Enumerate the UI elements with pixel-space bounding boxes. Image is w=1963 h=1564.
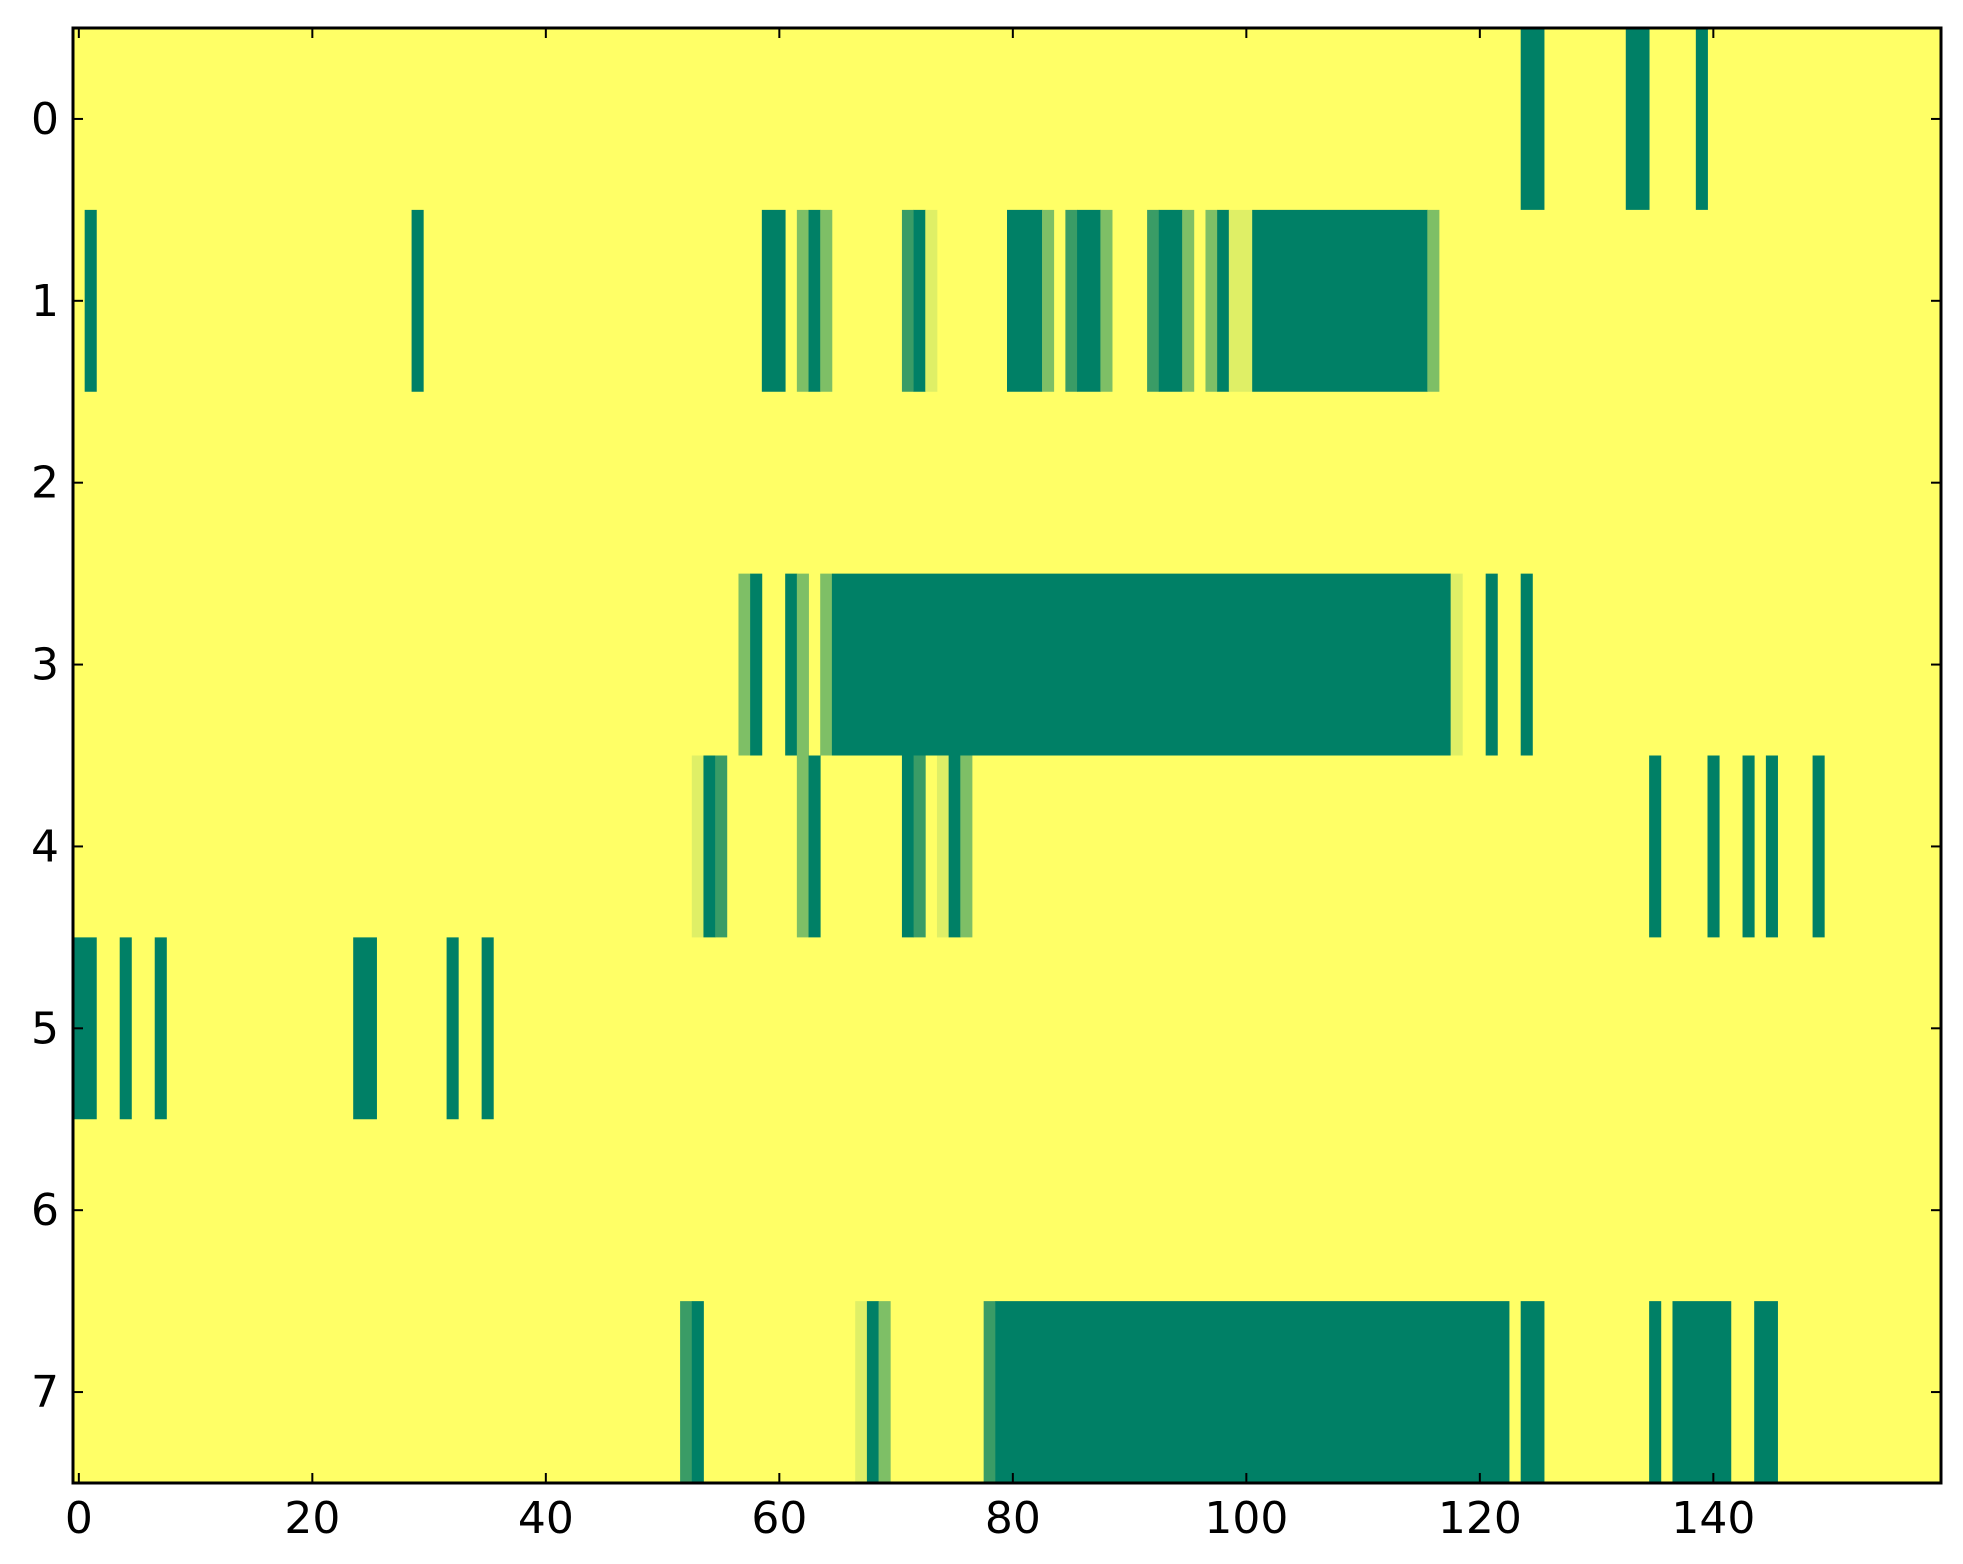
y-tick-label-0: 0 <box>31 94 59 145</box>
y-tick-label-7: 7 <box>31 1367 59 1418</box>
heatmap-cell-row7-5 <box>983 1301 996 1484</box>
heatmap-cell-row5-3 <box>353 937 377 1120</box>
heatmap-cell-row1-17 <box>1205 209 1218 392</box>
heatmap-cell-row7-9 <box>1672 1301 1732 1484</box>
heatmap-cell-row1-19 <box>1228 209 1253 392</box>
axis-tick-labels: 0 20 40 60 80 100 120 140 0 1 2 3 4 5 6 7 <box>31 94 1755 1544</box>
heatmap-cell-row4-14 <box>1812 755 1825 938</box>
heatmap-cell-row1-6 <box>901 209 915 392</box>
heatmap-cell-row4-8 <box>948 755 961 938</box>
heatmap-cell-row5-5 <box>481 937 494 1120</box>
heatmap-cell-row7-2 <box>855 1301 868 1484</box>
x-tick-label-120: 120 <box>1438 1493 1522 1544</box>
axis-ticks <box>73 28 1941 1483</box>
x-tick-label-140: 140 <box>1671 1493 1755 1544</box>
heatmap-cell-row4-12 <box>1742 755 1755 938</box>
heatmap-cell-row5-0 <box>73 937 97 1120</box>
heatmap-cell-row3-8 <box>1520 573 1533 756</box>
heatmap-cell-row7-8 <box>1649 1301 1662 1484</box>
heatmap-cell-row3-5 <box>831 573 1452 756</box>
heatmap-cell-row4-10 <box>1649 755 1662 938</box>
heatmap-cell-row1-11 <box>1065 209 1078 392</box>
y-tick-label-6: 6 <box>31 1185 59 1236</box>
heatmap-cell-row5-1 <box>119 937 132 1120</box>
y-tick-label-3: 3 <box>31 640 59 691</box>
heatmap-cell-row1-2 <box>761 209 786 392</box>
heatmap-cell-row7-4 <box>878 1301 891 1484</box>
heatmap-cell-row3-3 <box>796 573 809 756</box>
heatmap-cell-row7-10 <box>1754 1301 1778 1484</box>
heatmap-cell-row4-5 <box>901 755 915 938</box>
heatmap-cell-row4-2 <box>715 755 728 938</box>
heatmap-cell-row1-21 <box>1427 209 1440 392</box>
heatmap-cell-row3-2 <box>785 573 798 756</box>
heatmap-cell-row5-4 <box>446 937 459 1120</box>
x-tick-label-80: 80 <box>985 1493 1041 1544</box>
heatmap-cell-row4-1 <box>703 755 716 938</box>
heatmap-cell-row1-16 <box>1182 209 1195 392</box>
heatmap-cell-row0-1 <box>1625 28 1650 210</box>
y-tick-label-4: 4 <box>31 821 59 872</box>
heatmap-cell-row4-4 <box>808 755 821 938</box>
heatmap-cell-row1-9 <box>1007 209 1043 392</box>
heatmap-cell-row1-15 <box>1158 209 1183 392</box>
x-tick-label-100: 100 <box>1204 1493 1288 1544</box>
x-tick-label-0: 0 <box>65 1493 93 1544</box>
heatmap-cell-row1-7 <box>913 209 926 392</box>
heatmap-cell-row1-3 <box>796 209 809 392</box>
heatmap-cell-row1-18 <box>1217 209 1230 392</box>
heatmap-cell-row7-7 <box>1520 1301 1545 1484</box>
heatmap-cell-row1-13 <box>1100 209 1113 392</box>
heatmap-cell-row3-1 <box>750 573 763 756</box>
heatmap-cell-row4-3 <box>796 755 809 938</box>
heatmap-cells <box>73 28 1825 1484</box>
heatmap-cell-row1-4 <box>808 209 821 392</box>
heatmap-cell-row1-20 <box>1252 209 1428 392</box>
heatmap-cell-row3-6 <box>1450 573 1463 756</box>
y-tick-label-1: 1 <box>31 276 59 327</box>
heatmap-cell-row7-0 <box>680 1301 693 1484</box>
y-tick-label-5: 5 <box>31 1003 59 1054</box>
heatmap-cell-row7-6 <box>995 1301 1510 1484</box>
heatmap-cell-row7-3 <box>866 1301 879 1484</box>
heatmap-cell-row7-1 <box>691 1301 704 1484</box>
x-tick-label-60: 60 <box>751 1493 807 1544</box>
y-tick-label-2: 2 <box>31 458 59 509</box>
heatmap-cell-row4-13 <box>1765 755 1778 938</box>
x-tick-label-40: 40 <box>518 1493 574 1544</box>
heatmap-cell-row0-2 <box>1695 28 1708 210</box>
heatmap-cell-row1-5 <box>820 209 833 392</box>
heatmap-cell-row4-9 <box>960 755 973 938</box>
heatmap-cell-row4-11 <box>1707 755 1720 938</box>
plot-frame <box>71 26 1943 1485</box>
heatmap-cell-row4-7 <box>936 755 950 938</box>
heatmap-cell-row3-0 <box>738 573 751 756</box>
heatmap-cell-row3-4 <box>820 573 833 756</box>
heatmap-cell-row1-0 <box>84 209 97 392</box>
heatmap-cell-row1-8 <box>925 209 938 392</box>
heatmap-cell-row3-7 <box>1485 573 1498 756</box>
heatmap-cell-row5-2 <box>154 937 167 1120</box>
heatmap-cell-row1-10 <box>1042 209 1055 392</box>
heatmap-cell-row4-6 <box>913 755 926 938</box>
heatmap-cell-row1-1 <box>411 209 424 392</box>
heatmap-cell-row4-0 <box>691 755 704 938</box>
heatmap-cell-row1-14 <box>1147 209 1160 392</box>
heatmap-cell-row0-0 <box>1520 28 1545 210</box>
heatmap-cell-row1-12 <box>1077 209 1101 392</box>
x-tick-label-20: 20 <box>284 1493 340 1544</box>
